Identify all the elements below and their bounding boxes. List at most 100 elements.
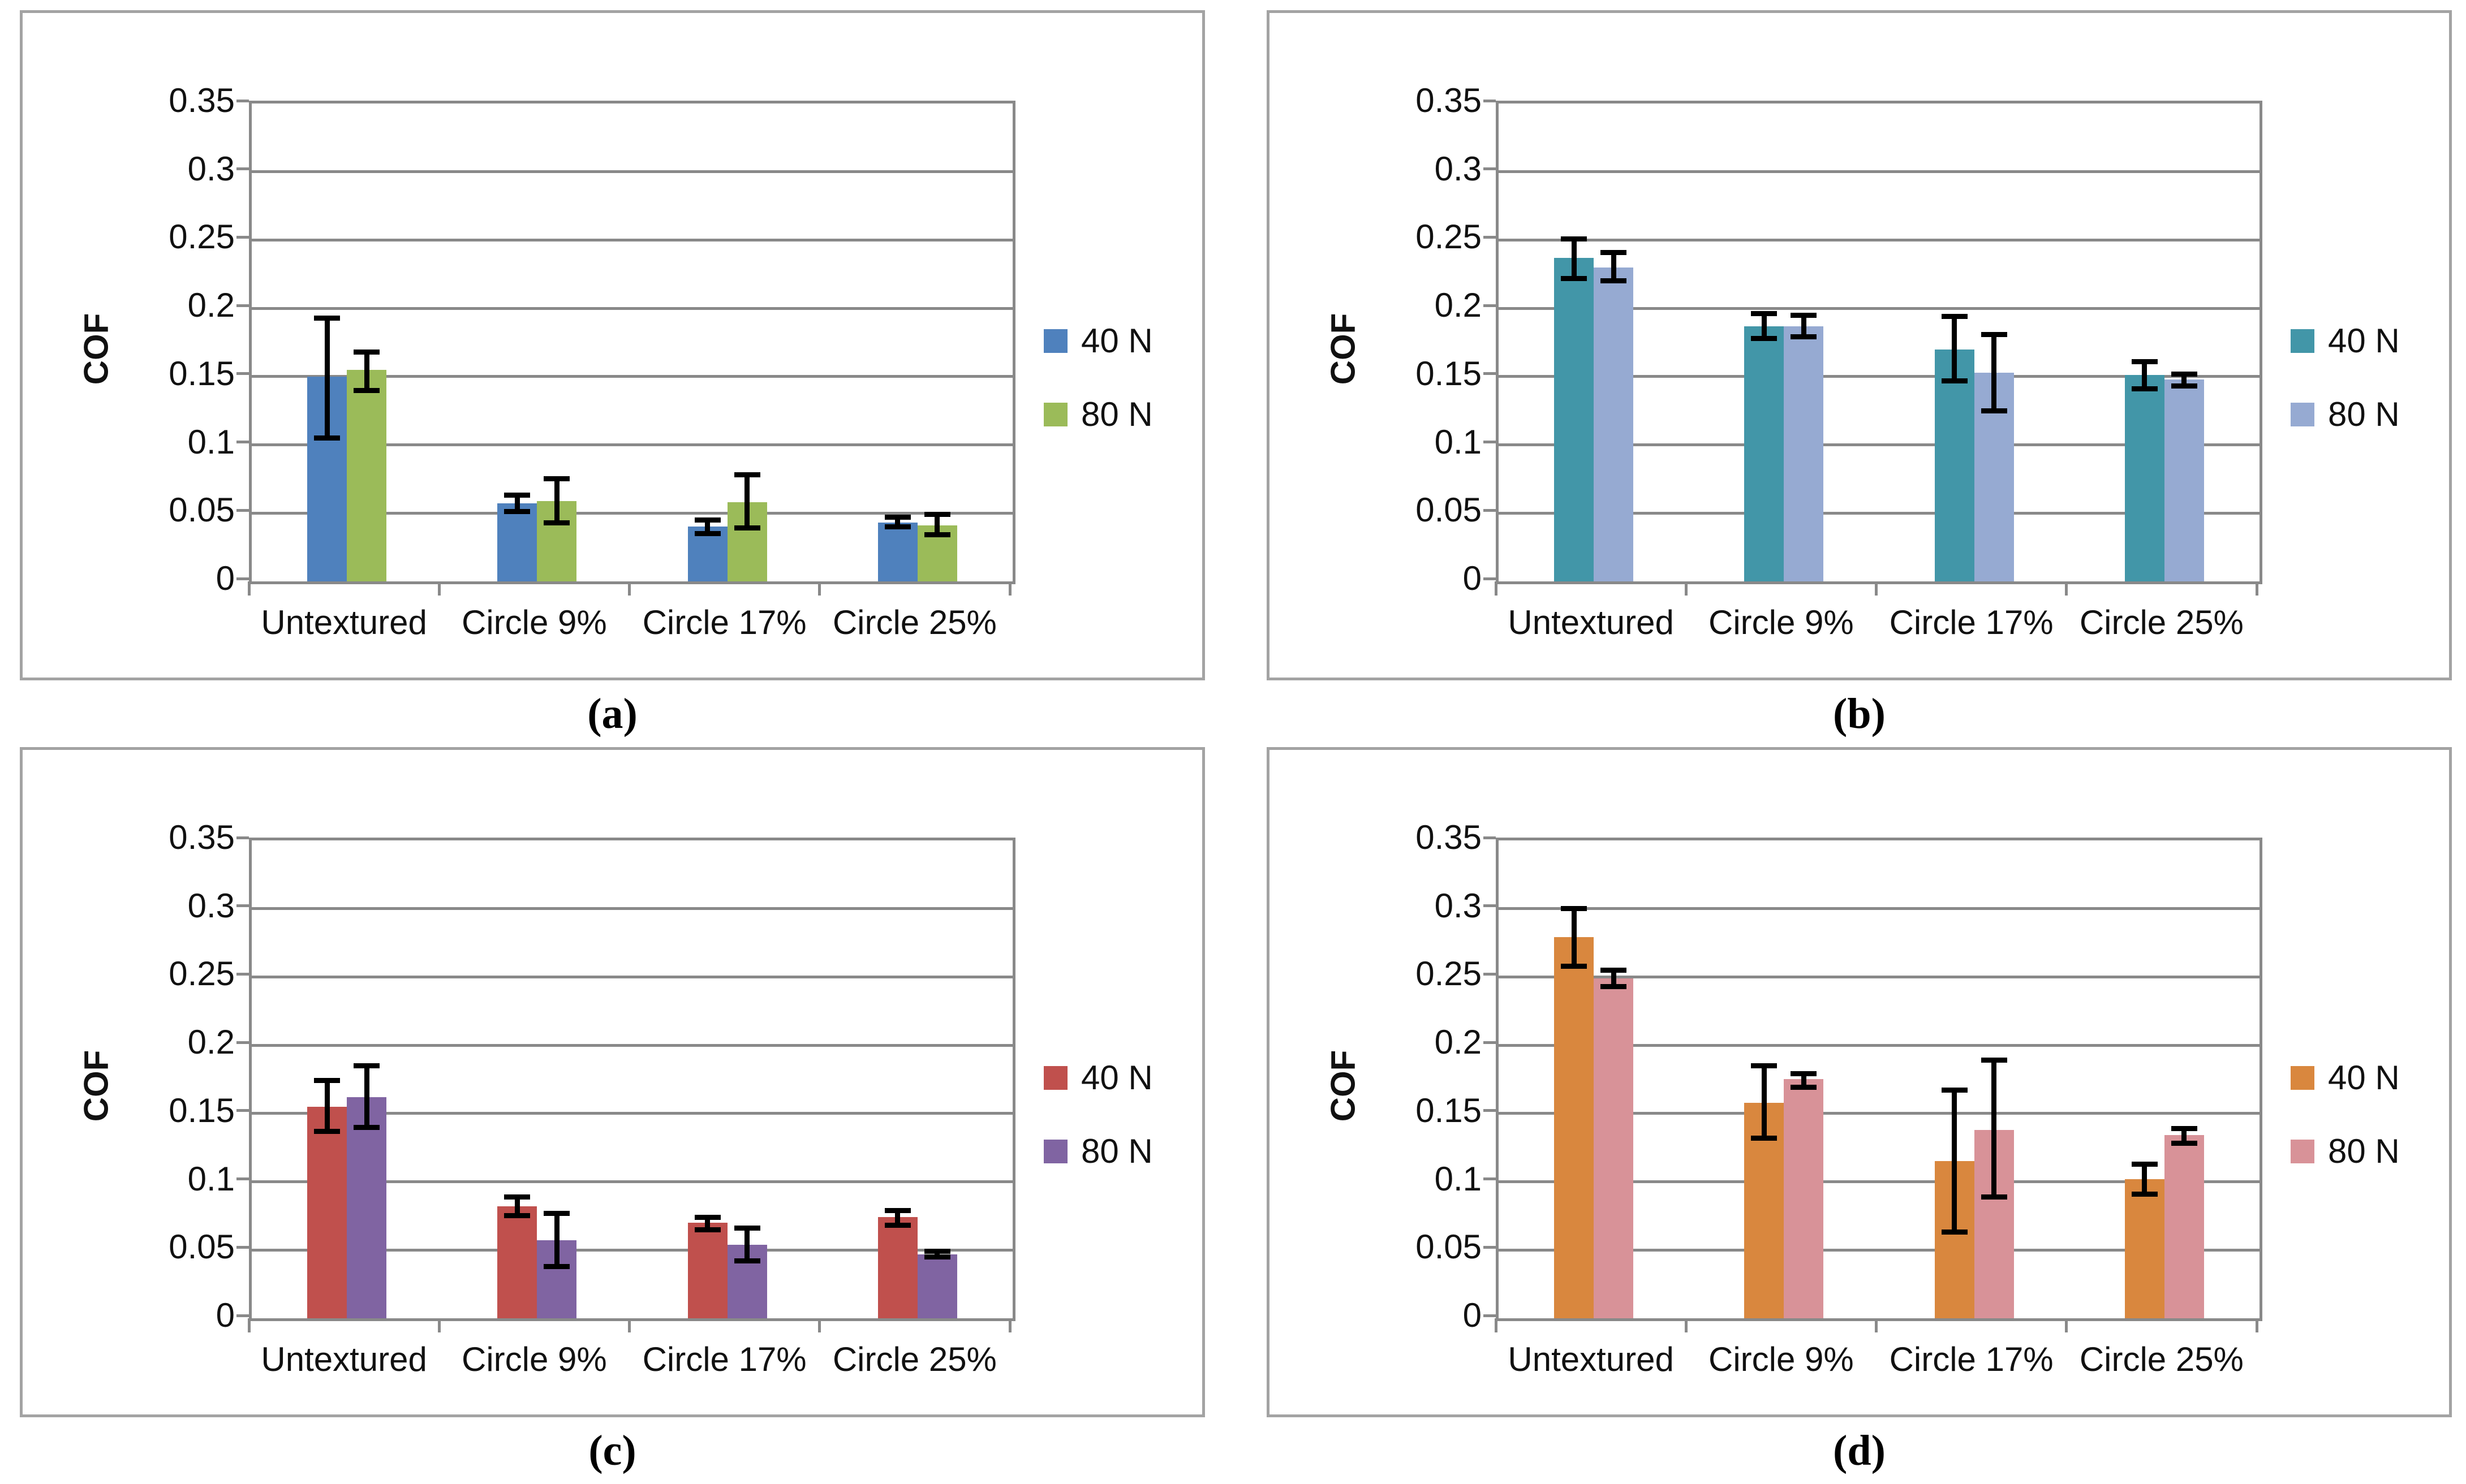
error-bar-cap	[1600, 984, 1626, 989]
legend-label: 40 N	[2328, 321, 2400, 360]
error-bar	[2142, 361, 2147, 389]
y-axis-tick	[1483, 1314, 1496, 1317]
x-category-label: Circle 17%	[1877, 1339, 2067, 1380]
error-bar-cap	[314, 435, 340, 441]
x-category-label: Untextured	[1496, 602, 1686, 643]
error-bar-cap	[1981, 408, 2007, 413]
y-tick-label: 0.25	[54, 954, 235, 994]
x-axis-tick	[628, 1318, 631, 1332]
y-tick-label: 0.1	[1301, 1159, 1482, 1200]
gridline	[252, 907, 1013, 910]
gridline	[1499, 239, 2260, 241]
legend-item-80n: 80 N	[1044, 395, 1153, 434]
bar-40n-untextured	[1554, 258, 1594, 581]
legend-label: 80 N	[1081, 1132, 1153, 1171]
y-axis-tick	[236, 372, 249, 375]
error-bar-cap	[314, 316, 340, 321]
error-bar-cap	[544, 476, 570, 481]
error-bar-cap	[2171, 372, 2197, 377]
error-bar-cap	[2132, 1162, 2158, 1167]
y-axis-tick	[1483, 577, 1496, 580]
x-axis-tick	[2256, 581, 2258, 596]
error-bar-cap	[1751, 311, 1777, 316]
y-axis-tick	[236, 304, 249, 307]
error-bar-cap	[314, 1078, 340, 1083]
error-bar	[364, 1065, 369, 1127]
y-axis-tick	[1483, 100, 1496, 102]
cof-axis-label: COF	[1324, 313, 1363, 385]
x-axis-tick	[818, 581, 821, 596]
panel-caption-a: (a)	[20, 680, 1205, 747]
legend-item-80n: 80 N	[1044, 1132, 1153, 1171]
error-bar	[554, 1213, 560, 1266]
x-axis-tick	[818, 1318, 821, 1332]
error-bar-cap	[2171, 1141, 2197, 1146]
x-category-label: Untextured	[1496, 1339, 1686, 1380]
legend-item-40n: 40 N	[1044, 321, 1153, 360]
y-tick-label: 0	[1301, 1295, 1482, 1336]
y-tick-label: 0.05	[54, 490, 235, 530]
error-bar-cap	[1791, 1071, 1817, 1076]
error-bar-cap	[924, 1249, 950, 1254]
y-axis-tick	[1483, 236, 1496, 239]
error-bar-cap	[1981, 1058, 2007, 1063]
x-category-label: Circle 9%	[439, 602, 629, 643]
error-bar	[1572, 909, 1577, 966]
legend-swatch-40n	[1044, 329, 1068, 353]
y-axis-tick	[236, 577, 249, 580]
y-axis-tick	[236, 973, 249, 976]
error-bar-cap	[504, 1213, 530, 1218]
x-category-label: Circle 25%	[2067, 602, 2257, 643]
error-bar-cap	[1751, 1063, 1777, 1068]
y-axis-tick	[1483, 441, 1496, 443]
legend-swatch-40n	[2291, 1066, 2314, 1090]
bar-80n-untextured	[347, 1097, 386, 1318]
bar-80n-circle-25-	[918, 1254, 957, 1318]
error-bar-cap	[1942, 314, 1968, 319]
error-bar-cap	[924, 512, 950, 517]
y-axis-tick	[236, 236, 249, 239]
y-tick-label: 0	[54, 1295, 235, 1336]
y-tick-label: 0.1	[54, 1159, 235, 1200]
y-axis-tick	[236, 167, 249, 170]
y-tick-label: 0.35	[54, 817, 235, 858]
error-bar	[1952, 317, 1957, 381]
bar-40n-untextured	[1554, 937, 1594, 1318]
x-category-label: Circle 9%	[1686, 602, 1876, 643]
x-axis-tick	[628, 581, 631, 596]
error-bar-cap	[1561, 906, 1587, 911]
x-category-label: Untextured	[249, 1339, 439, 1380]
x-category-label: Circle 9%	[1686, 1339, 1876, 1380]
error-bar-cap	[2132, 1192, 2158, 1197]
y-tick-label: 0.35	[1301, 817, 1482, 858]
plot-area	[249, 101, 1015, 584]
bar-80n-circle-9-	[1784, 1079, 1823, 1318]
y-axis-tick	[1483, 1109, 1496, 1112]
error-bar-cap	[1981, 332, 2007, 337]
y-tick-label: 0.3	[54, 886, 235, 926]
error-bar-cap	[354, 350, 380, 355]
error-bar-cap	[1600, 278, 1626, 283]
y-axis-tick	[236, 1109, 249, 1112]
error-bar	[1572, 239, 1577, 278]
error-bar	[2142, 1164, 2147, 1194]
error-bar-cap	[504, 509, 530, 514]
y-axis-tick	[1483, 304, 1496, 307]
y-axis-tick	[236, 1041, 249, 1044]
y-axis-tick	[236, 904, 249, 907]
y-axis-tick	[236, 509, 249, 512]
error-bar-cap	[1981, 1194, 2007, 1200]
error-bar-cap	[314, 1129, 340, 1134]
legend-label: 40 N	[1081, 1058, 1153, 1097]
plot-area	[249, 838, 1015, 1321]
error-bar-cap	[734, 1226, 760, 1231]
gridline	[1499, 907, 2260, 910]
bar-80n-circle-9-	[1784, 326, 1823, 581]
legend-swatch-40n	[2291, 329, 2314, 353]
legend-item-80n: 80 N	[2291, 1132, 2400, 1171]
x-axis-tick	[1009, 581, 1012, 596]
error-bar	[1991, 334, 1996, 411]
